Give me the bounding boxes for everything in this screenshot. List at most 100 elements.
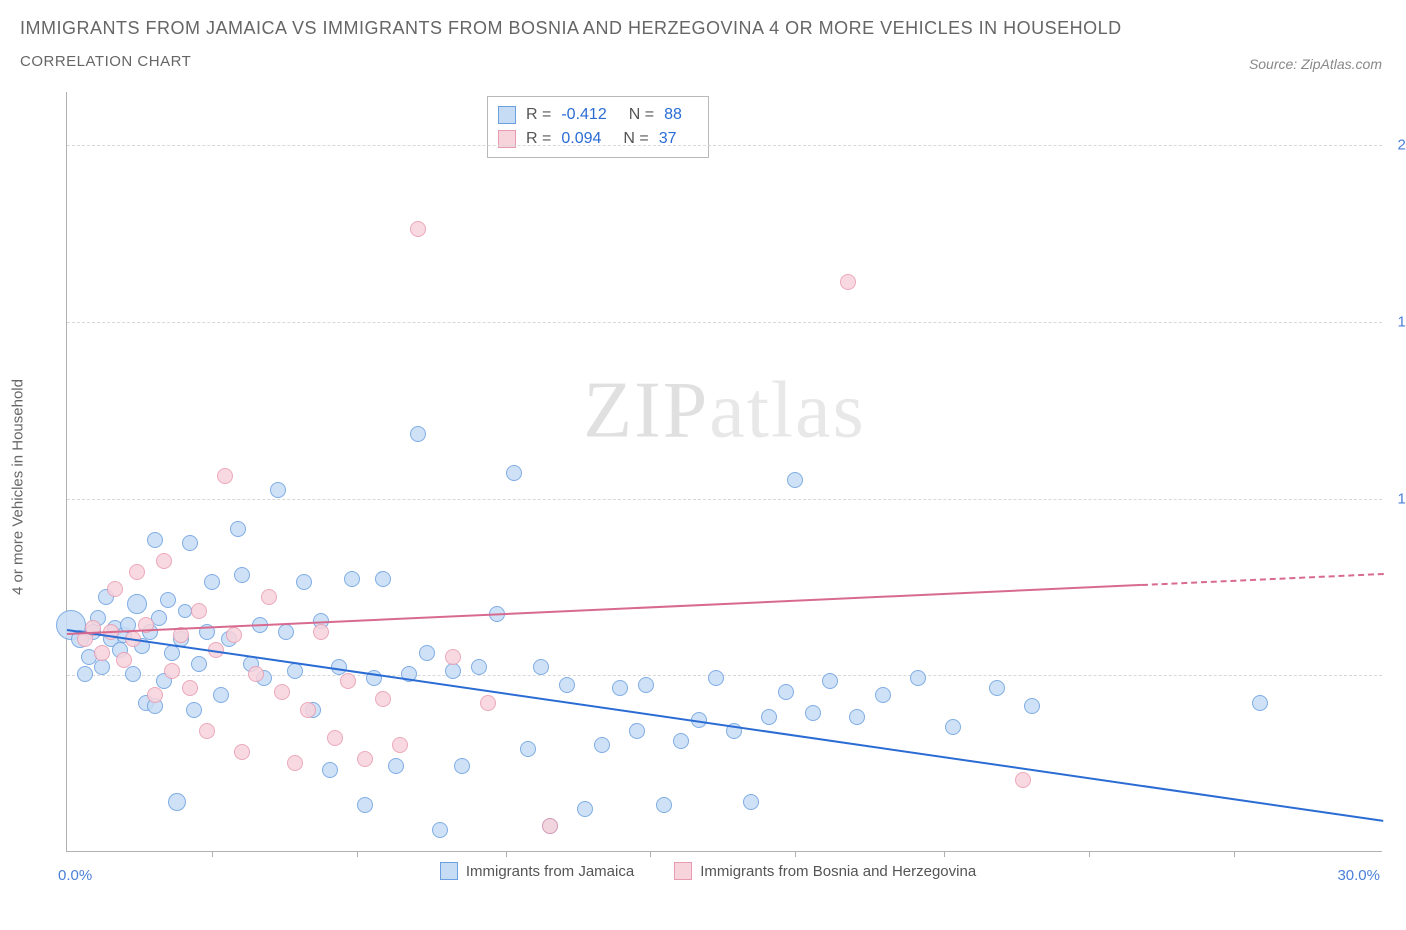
plot-area: ZIPatlas R =-0.412N =88R =0.094N =37 5.0… (66, 92, 1382, 852)
data-point-jamaica (849, 709, 865, 725)
y-tick-label: 15.0% (1397, 313, 1406, 330)
stats-row: R =0.094N =37 (498, 127, 694, 151)
data-point-jamaica (296, 574, 312, 590)
x-tick (944, 851, 945, 857)
data-point-jamaica (419, 645, 435, 661)
x-tick (1234, 851, 1235, 857)
data-point-bosnia (147, 687, 163, 703)
data-point-bosnia (542, 818, 558, 834)
data-point-jamaica (520, 741, 536, 757)
data-point-bosnia (107, 581, 123, 597)
gridline (67, 322, 1382, 323)
data-point-bosnia (248, 666, 264, 682)
chart-subtitle: CORRELATION CHART (20, 53, 1386, 70)
legend-label: Immigrants from Jamaica (466, 863, 634, 880)
gridline (67, 499, 1382, 500)
data-point-jamaica (410, 426, 426, 442)
data-point-bosnia (274, 684, 290, 700)
data-point-bosnia (340, 673, 356, 689)
legend-item: Immigrants from Bosnia and Herzegovina (674, 862, 976, 880)
data-point-jamaica (230, 521, 246, 537)
data-point-bosnia (840, 274, 856, 290)
data-point-jamaica (160, 592, 176, 608)
data-point-jamaica (204, 574, 220, 590)
stat-n-value: 88 (664, 106, 682, 124)
data-point-jamaica (388, 758, 404, 774)
data-point-jamaica (638, 677, 654, 693)
stats-row: R = -0.412 N = 88 (498, 103, 694, 127)
data-point-bosnia (313, 624, 329, 640)
data-point-jamaica (125, 666, 141, 682)
data-point-jamaica (445, 663, 461, 679)
stat-n-label: N = (629, 106, 654, 124)
data-point-jamaica (147, 532, 163, 548)
x-tick (795, 851, 796, 857)
data-point-jamaica (182, 535, 198, 551)
data-point-jamaica (656, 797, 672, 813)
data-point-bosnia (164, 663, 180, 679)
legend-swatch (440, 862, 458, 880)
data-point-jamaica (910, 670, 926, 686)
data-point-bosnia (392, 737, 408, 753)
data-point-bosnia (217, 468, 233, 484)
data-point-bosnia (129, 564, 145, 580)
data-point-jamaica (432, 822, 448, 838)
trend-line-extrapolated (1142, 573, 1383, 586)
watermark: ZIPatlas (583, 365, 866, 456)
data-point-jamaica (1252, 695, 1268, 711)
data-point-bosnia (156, 553, 172, 569)
data-point-bosnia (327, 730, 343, 746)
data-point-jamaica (761, 709, 777, 725)
data-point-jamaica (577, 801, 593, 817)
data-point-jamaica (164, 645, 180, 661)
data-point-jamaica (1024, 698, 1040, 714)
data-point-jamaica (186, 702, 202, 718)
data-point-jamaica (743, 794, 759, 810)
data-point-bosnia (199, 723, 215, 739)
data-point-bosnia (410, 221, 426, 237)
stat-r-value: -0.412 (561, 106, 606, 124)
legend-label: Immigrants from Bosnia and Herzegovina (700, 863, 976, 880)
data-point-jamaica (278, 624, 294, 640)
data-point-jamaica (234, 567, 250, 583)
data-point-bosnia (287, 755, 303, 771)
chart-container: 4 or more Vehicles in Household ZIPatlas… (28, 92, 1388, 882)
y-tick-label: 20.0% (1397, 137, 1406, 154)
data-point-jamaica (778, 684, 794, 700)
data-point-jamaica (506, 465, 522, 481)
gridline (67, 145, 1382, 146)
data-point-jamaica (344, 571, 360, 587)
data-point-bosnia (182, 680, 198, 696)
data-point-jamaica (322, 762, 338, 778)
stat-r-label: R = (526, 106, 551, 124)
data-point-jamaica (875, 687, 891, 703)
data-point-bosnia (116, 652, 132, 668)
chart-title: IMMIGRANTS FROM JAMAICA VS IMMIGRANTS FR… (20, 18, 1386, 39)
data-point-jamaica (213, 687, 229, 703)
data-point-jamaica (533, 659, 549, 675)
data-point-bosnia (445, 649, 461, 665)
data-point-jamaica (471, 659, 487, 675)
x-tick (1089, 851, 1090, 857)
data-point-jamaica (270, 482, 286, 498)
data-point-jamaica (168, 793, 186, 811)
data-point-jamaica (673, 733, 689, 749)
data-point-bosnia (234, 744, 250, 760)
data-point-bosnia (191, 603, 207, 619)
data-point-jamaica (594, 737, 610, 753)
legend-swatch (498, 106, 516, 124)
x-tick (506, 851, 507, 857)
data-point-jamaica (559, 677, 575, 693)
data-point-bosnia (300, 702, 316, 718)
data-point-jamaica (989, 680, 1005, 696)
data-point-jamaica (629, 723, 645, 739)
data-point-bosnia (480, 695, 496, 711)
data-point-jamaica (612, 680, 628, 696)
data-point-jamaica (945, 719, 961, 735)
data-point-bosnia (1015, 772, 1031, 788)
legend-item: Immigrants from Jamaica (440, 862, 634, 880)
data-point-jamaica (787, 472, 803, 488)
data-point-jamaica (708, 670, 724, 686)
data-point-jamaica (127, 594, 147, 614)
data-point-bosnia (94, 645, 110, 661)
